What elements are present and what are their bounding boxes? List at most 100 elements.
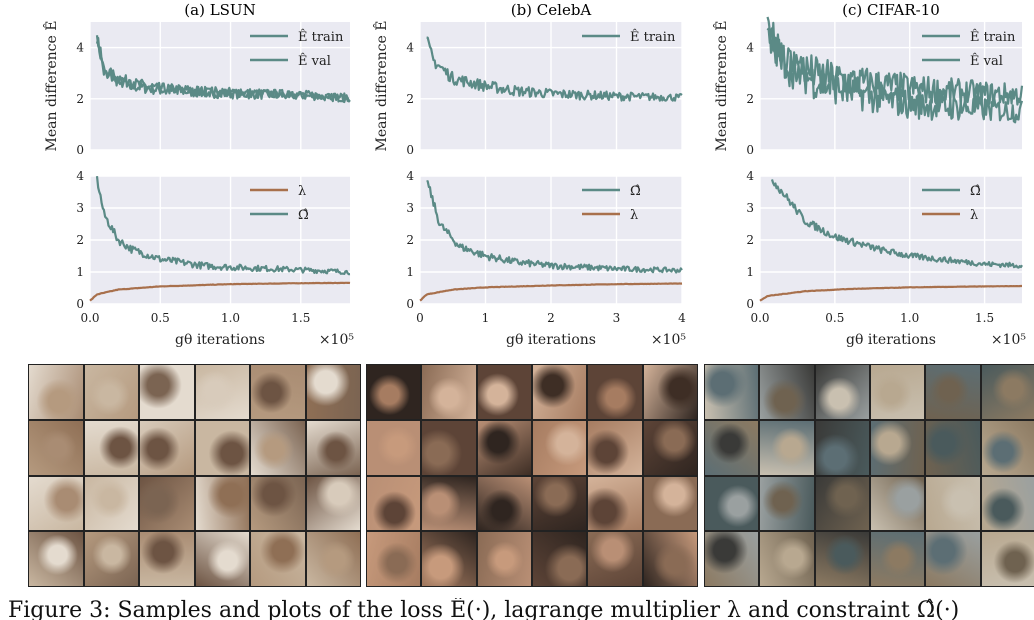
x-axis-multiplier: ×10⁵ <box>319 332 355 348</box>
sample-thumbnail <box>870 532 925 586</box>
sample-thumbnail <box>588 420 642 475</box>
panel-title: (c) CIFAR-10 <box>842 1 940 19</box>
sample-thumbnail <box>306 532 360 586</box>
sample-thumbnail <box>926 532 980 586</box>
sample-thumbnail <box>643 532 697 586</box>
x-axis-multiplier: ×10⁵ <box>991 332 1027 348</box>
x-axis-label: gθ iterations <box>175 332 265 348</box>
sample-thumbnail <box>760 476 814 531</box>
bottom-plot-2: 0 1 2 3 4 Ω̂ λ <box>746 169 1023 311</box>
sample-thumbnail <box>926 476 980 531</box>
x-axis-multiplier: ×10⁵ <box>651 332 687 348</box>
sample-thumbnail <box>705 365 759 419</box>
y-tick-label: 1 <box>746 265 754 279</box>
x-tick-label: 0.5 <box>151 311 170 325</box>
y-tick-label: 4 <box>746 169 754 183</box>
x-tick-label: 1.5 <box>291 311 310 325</box>
series-λ <box>89 281 351 302</box>
y-axis-label: Mean difference Ê <box>372 21 390 152</box>
series-λ <box>759 284 1022 302</box>
sample-thumbnail <box>981 476 1034 531</box>
y-axis-label: Mean difference Ê <box>42 21 60 152</box>
y-tick-label: 4 <box>406 41 414 55</box>
series-Ω̂ <box>95 175 351 276</box>
sample-thumbnail <box>532 365 587 419</box>
sample-thumbnail <box>367 476 421 531</box>
sample-thumbnail <box>870 476 925 531</box>
x-tick-label: 3 <box>613 311 621 325</box>
legend-label: λ <box>970 208 978 223</box>
y-tick-label: 2 <box>76 233 84 247</box>
sample-thumbnail <box>760 365 814 419</box>
sample-thumbnail <box>29 365 83 419</box>
bottom-plot-1: 0 1 2 3 4 Ω̂ λ <box>406 169 683 311</box>
bottom-plot-0: 0 1 2 3 4 λ Ω̂ <box>76 169 351 311</box>
y-tick-label: 0 <box>406 297 414 311</box>
y-tick-label: 1 <box>76 265 84 279</box>
sample-thumbnail <box>195 476 249 531</box>
x-tick-label: 0.5 <box>825 311 844 325</box>
sample-thumbnail <box>84 420 138 475</box>
sample-thumbnail <box>705 420 759 475</box>
sample-thumbnail <box>29 420 83 475</box>
sample-thumbnail <box>815 476 869 531</box>
x-tick-label: 0 <box>416 311 424 325</box>
y-tick-label: 3 <box>746 201 754 215</box>
y-tick-label: 0 <box>76 297 84 311</box>
legend-label: Ê val <box>298 53 331 69</box>
sample-thumbnail <box>140 365 194 419</box>
sample-thumbnail <box>981 365 1034 419</box>
sample-thumbnail <box>422 420 476 475</box>
sample-thumbnail <box>705 532 759 586</box>
sample-thumbnail <box>477 420 531 475</box>
x-tick-label: 2 <box>547 311 555 325</box>
sample-thumbnail <box>981 420 1034 475</box>
x-axis-label: gθ iterations <box>506 332 596 348</box>
y-tick-label: 0 <box>746 297 754 311</box>
legend-label: λ <box>298 184 306 199</box>
sample-thumbnail <box>251 532 305 586</box>
sample-thumbnail <box>306 476 360 531</box>
panel-title: (b) CelebA <box>511 1 592 19</box>
sample-thumbnail <box>84 532 138 586</box>
y-tick-label: 4 <box>76 169 84 183</box>
series-Ê train <box>426 36 683 102</box>
legend-label: Ê train <box>298 29 344 45</box>
x-tick-label: 1.0 <box>221 311 240 325</box>
y-axis-label: Mean difference Ê <box>712 21 730 152</box>
y-tick-label: 4 <box>746 41 754 55</box>
sample-thumbnail <box>760 532 814 586</box>
sample-thumbnail <box>532 476 587 531</box>
x-tick-label: 1 <box>482 311 490 325</box>
figure: (a) LSUN Mean difference Ê 0 2 4 Ê train Ê val… <box>42 1 1027 348</box>
sample-thumbnail <box>815 532 869 586</box>
sample-thumbnail <box>140 420 194 475</box>
figure-caption: Figure 3: Samples and plots of the loss … <box>8 598 960 620</box>
top-plot-2: 0 2 4 Ê train Ê val <box>746 16 1024 157</box>
y-tick-label: 2 <box>76 92 84 106</box>
sample-thumbnail <box>422 365 476 419</box>
y-tick-label: 0 <box>76 143 84 157</box>
sample-thumbnail <box>84 476 138 531</box>
sample-thumbnail <box>815 420 869 475</box>
sample-thumbnail <box>643 420 697 475</box>
sample-thumbnail <box>140 532 194 586</box>
series-Ω̂ <box>426 180 683 274</box>
x-tick-label: 1.0 <box>900 311 919 325</box>
sample-thumbnail <box>705 476 759 531</box>
celeba-sample-grid <box>366 364 698 587</box>
x-tick-label: 0.0 <box>750 311 769 325</box>
y-tick-label: 3 <box>76 201 84 215</box>
sample-thumbnail <box>588 365 642 419</box>
y-tick-label: 2 <box>406 92 414 106</box>
x-axis-label: gθ iterations <box>846 332 936 348</box>
sample-thumbnail <box>815 365 869 419</box>
sample-thumbnail <box>367 365 421 419</box>
legend-label: Ê train <box>630 29 676 45</box>
sample-thumbnail <box>477 476 531 531</box>
legend-label: Ω̂ <box>630 184 641 199</box>
y-tick-label: 3 <box>406 201 414 215</box>
sample-thumbnail <box>195 532 249 586</box>
sample-thumbnail <box>251 420 305 475</box>
top-plot-0: 0 2 4 Ê train Ê val <box>76 22 351 157</box>
